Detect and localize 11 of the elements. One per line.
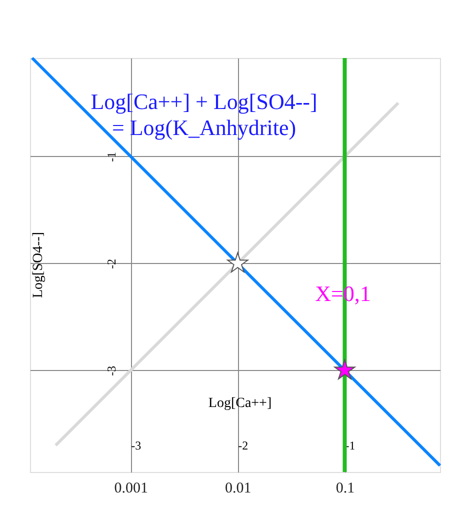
y-tick-label: -1 bbox=[104, 152, 118, 162]
y-tick-label: -3 bbox=[104, 366, 118, 376]
x-tick-label: -3 bbox=[131, 438, 142, 452]
x2-tick-label: 0.001 bbox=[114, 480, 148, 496]
x2-tick-label: 0.01 bbox=[225, 480, 252, 496]
y-axis-title: Log[SO4--] bbox=[31, 232, 46, 298]
x2-tick-label: 0.1 bbox=[336, 480, 355, 496]
annotation: Log[Ca++] + Log[SO4--] = Log(K_Anhydrite) bbox=[90, 89, 318, 140]
y-tick-label: -2 bbox=[104, 258, 118, 269]
x-tick-label: -2 bbox=[238, 438, 248, 452]
x-axis-title: Log[Ca++] bbox=[208, 396, 272, 411]
